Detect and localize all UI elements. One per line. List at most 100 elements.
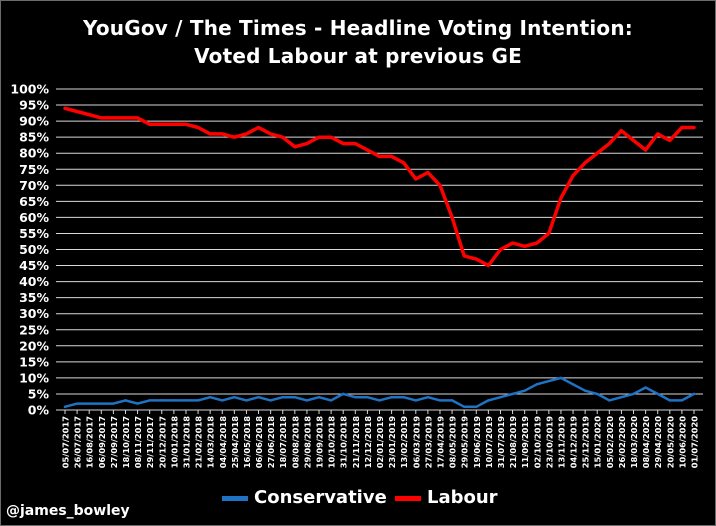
- data-point-conservative: [378, 399, 381, 402]
- data-point-labour: [75, 110, 79, 113]
- data-point-labour: [100, 116, 103, 120]
- data-point-labour: [511, 241, 514, 245]
- data-point-conservative: [438, 399, 442, 402]
- x-tick-label: 21/11/2018: [351, 416, 361, 468]
- x-tick-label: 31/10/2018: [339, 416, 349, 468]
- x-tick-label: 18/03/2020: [629, 416, 639, 468]
- x-tick-label: 10/01/2018: [169, 416, 179, 468]
- data-point-conservative: [535, 383, 538, 386]
- data-point-labour: [354, 142, 357, 145]
- data-point-labour: [414, 177, 417, 181]
- data-point-labour: [523, 245, 526, 248]
- data-point-labour: [329, 135, 333, 139]
- x-tick-label: 05/02/2020: [605, 416, 615, 468]
- data-point-labour: [462, 254, 466, 258]
- data-point-labour: [487, 264, 490, 267]
- x-tick-label: 16/08/2017: [85, 416, 95, 468]
- x-tick-label: 29/11/2017: [145, 416, 155, 468]
- y-tick-label: 20%: [19, 338, 49, 353]
- legend-label-conservative: Conservative: [254, 487, 387, 508]
- x-tick-label: 23/01/2019: [387, 416, 397, 468]
- data-point-conservative: [608, 399, 611, 402]
- data-point-conservative: [257, 395, 260, 399]
- legend-item-conservative: Conservative: [222, 485, 387, 511]
- x-tick-label: 29/05/2019: [460, 416, 470, 468]
- x-tick-label: 06/03/2019: [411, 416, 421, 468]
- x-tick-label: 20/05/2020: [665, 416, 675, 468]
- data-point-labour: [620, 129, 623, 132]
- data-point-conservative: [354, 395, 357, 399]
- data-point-labour: [680, 126, 684, 129]
- data-point-conservative: [632, 392, 635, 396]
- legend-item-labour: Labour: [395, 485, 498, 511]
- x-tick-label: 06/06/2018: [254, 416, 264, 468]
- data-point-labour: [596, 152, 599, 155]
- data-point-conservative: [499, 395, 502, 399]
- x-tick-label: 11/09/2019: [520, 416, 530, 468]
- data-point-conservative: [487, 399, 490, 402]
- x-tick-label: 12/12/2018: [363, 416, 373, 468]
- data-point-conservative: [136, 402, 139, 405]
- data-point-conservative: [124, 399, 127, 402]
- data-point-conservative: [692, 392, 696, 396]
- data-point-labour: [692, 126, 696, 129]
- data-point-labour: [112, 116, 115, 120]
- data-point-labour: [172, 123, 176, 126]
- x-tick-label: 27/03/2019: [423, 416, 433, 468]
- x-tick-label: 13/02/2019: [399, 416, 409, 468]
- data-point-labour: [160, 123, 163, 126]
- data-point-conservative: [390, 395, 393, 399]
- x-tick-label: 15/01/2020: [593, 416, 603, 468]
- credit-label: @james_bowley: [6, 503, 130, 519]
- data-point-conservative: [87, 402, 91, 405]
- y-tick-label: 30%: [19, 306, 49, 321]
- chart-title-line2: Voted Labour at previous GE: [194, 44, 522, 68]
- y-tick-label: 40%: [19, 274, 49, 289]
- data-point-labour: [499, 248, 502, 251]
- data-point-conservative: [547, 379, 551, 383]
- series-line-conservative: [63, 376, 696, 409]
- x-tick-label: 17/04/2019: [435, 416, 445, 468]
- data-point-labour: [136, 116, 139, 120]
- data-point-conservative: [342, 392, 345, 396]
- x-tick-label: 14/03/2018: [206, 416, 216, 468]
- data-point-labour: [233, 135, 236, 139]
- x-tick-label: 10/10/2018: [327, 416, 337, 468]
- data-point-labour: [305, 142, 309, 145]
- x-tick-label: 08/04/2020: [641, 416, 651, 468]
- y-tick-label: 85%: [19, 130, 49, 145]
- data-point-labour: [644, 148, 647, 152]
- x-tick-label: 19/06/2019: [472, 416, 482, 468]
- chart-title-line1: YouGov / The Times - Headline Voting Int…: [83, 16, 633, 40]
- x-tick-label: 31/07/2019: [496, 416, 506, 468]
- y-tick-label: 5%: [28, 386, 50, 401]
- y-tick-label: 70%: [19, 178, 49, 193]
- data-point-labour: [547, 232, 551, 235]
- data-point-conservative: [100, 402, 103, 405]
- data-point-labour: [571, 174, 575, 177]
- x-tick-label: 18/07/2018: [278, 416, 288, 468]
- data-point-labour: [402, 161, 405, 165]
- x-tick-label: 20/12/2017: [157, 416, 167, 468]
- data-point-labour: [196, 126, 200, 129]
- data-point-labour: [632, 139, 635, 142]
- x-tick-label: 21/02/2018: [194, 416, 204, 468]
- data-point-labour: [269, 132, 272, 136]
- y-tick-label: 45%: [19, 258, 49, 273]
- data-point-conservative: [426, 395, 430, 399]
- data-point-labour: [426, 171, 430, 174]
- x-tick-label: 10/07/2019: [484, 416, 494, 468]
- data-point-labour: [559, 196, 563, 200]
- data-point-conservative: [450, 399, 454, 402]
- legend-label-labour: Labour: [427, 487, 498, 508]
- data-point-conservative: [112, 402, 115, 405]
- data-point-labour: [608, 142, 611, 145]
- y-tick-label: 65%: [19, 194, 49, 209]
- x-tick-label: 05/07/2017: [61, 416, 71, 468]
- x-tick-label: 19/09/2018: [315, 416, 325, 468]
- y-tick-label: 25%: [19, 322, 49, 337]
- data-point-conservative: [63, 405, 67, 408]
- x-tick-label: 27/09/2017: [109, 416, 119, 468]
- x-tick-label: 31/01/2018: [181, 416, 191, 468]
